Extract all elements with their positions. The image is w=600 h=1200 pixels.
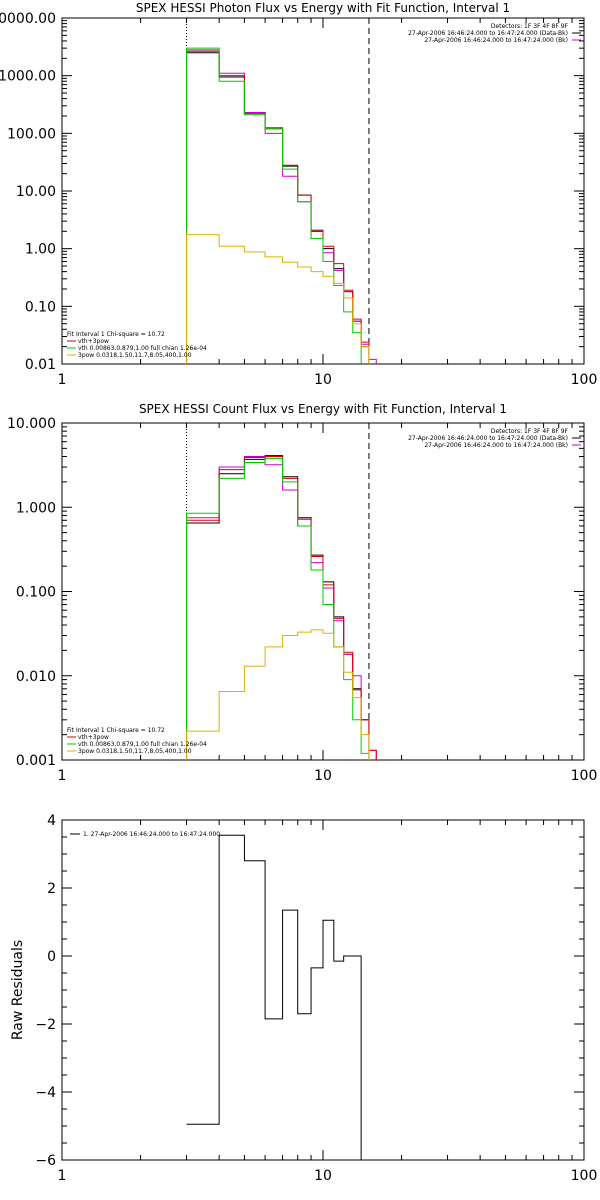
y-tick-label: 0.010 [16,669,56,685]
x-tick-label: 10 [314,1168,332,1184]
series-line [186,834,362,1160]
y-tick-label: 1.000 [16,500,56,516]
series-line [186,629,370,760]
x-tick-label: 10 [314,768,332,784]
y-tick-label: 0.001 [16,753,56,769]
legend-entry: 1. 27-Apr-2006 16:46:24.000 to 16:47:24.… [83,831,220,838]
y-tick-label: 1000.00 [0,69,56,85]
chart-title: SPEX HESSI Count Flux vs Energy with Fit… [139,402,507,416]
series-line [186,457,370,760]
legend-entry: 27-Apr-2006 16:46:24.000 to 16:47:24.000… [424,442,568,449]
y-tick-label: 0.100 [16,585,56,601]
x-tick-label: 100 [571,768,598,784]
y-tick-label: 10.00 [16,184,56,200]
y-tick-label: 4 [47,813,56,829]
series-group [186,47,377,364]
y-tick-label: 0.01 [25,357,56,373]
series-line [186,50,370,364]
plot-frame [61,819,585,1161]
y-tick-label: 100.00 [7,126,56,142]
series-line [186,456,377,760]
legend-entry: Fit Interval 1 Chi-square = 10.72 [67,727,165,734]
legend-entry: 27-Apr-2006 16:46:24.000 to 16:47:24.000… [424,37,568,44]
panel-3: 1 10 100 4 2 0 −2 −4 −6 Raw Residuals 1. 27-Apr-20… [10,813,597,1184]
series-line [186,234,370,364]
y-tick-label: 10.000 [7,416,56,432]
y-tick-label: 0.10 [25,299,56,315]
series-line [186,456,377,760]
series-line [186,52,370,364]
series-group [186,455,377,760]
legend-entry: 3pow 0.0318,1.50,11.7,8.05,400,1.00 [78,748,192,755]
y-tick-label: −2 [35,1017,56,1033]
x-tick-label: 10 [314,372,332,388]
x-tick-label: 1 [58,372,67,388]
y-tick-label: −6 [35,1153,56,1169]
legend-entry: 3pow 0.0318,1.50,11.7,8.05,400,1.00 [78,352,192,359]
legend-entry: Fit Interval 1 Chi-square = 10.72 [67,331,165,338]
x-tick-label: 100 [571,1168,598,1184]
x-tick-label: 100 [571,372,598,388]
series-line [186,47,362,364]
y-tick-label: 1.00 [25,242,56,258]
legend-entry: vth 0.00863,0.879,1.00 full chian 1.26e-… [78,345,207,352]
legend-entry: vth 0.00863,0.879,1.00 full chian 1.26e-… [78,741,207,748]
legend-entry: vth+3pow [78,734,109,741]
legend-entry: 27-Apr-2006 16:46:24.000 to 16:47:24.000… [408,435,568,442]
series-line [186,49,377,364]
series-group [186,834,362,1160]
x-tick-label: 1 [58,768,67,784]
panel-2: SPEX HESSI Count Flux vs Energy with Fit… [7,402,598,784]
legend-entry: 27-Apr-2006 16:46:24.000 to 16:47:24.000… [408,30,568,37]
legend-entry: Detectors: 1F 3F 4F 8F 9F [491,428,569,435]
y-tick-label: 2 [47,881,56,897]
legend-entry: vth+3pow [78,338,109,345]
legend-entry: Detectors: 1F 3F 4F 8F 9F [491,23,569,30]
chart-title: SPEX HESSI Photon Flux vs Energy with Fi… [136,1,510,15]
panel-1: SPEX HESSI Photon Flux vs Energy with Fi… [0,1,598,388]
plot-frame [61,17,585,365]
y-axis-label: Raw Residuals [10,940,26,1040]
y-tick-label: −4 [35,1085,56,1101]
y-tick-label: 0 [47,949,56,965]
series-line [186,455,370,760]
x-tick-label: 1 [58,1168,67,1184]
